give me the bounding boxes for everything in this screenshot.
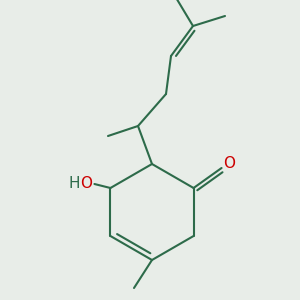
Text: O: O xyxy=(224,157,236,172)
Text: H: H xyxy=(69,176,80,191)
Text: O: O xyxy=(80,176,92,191)
